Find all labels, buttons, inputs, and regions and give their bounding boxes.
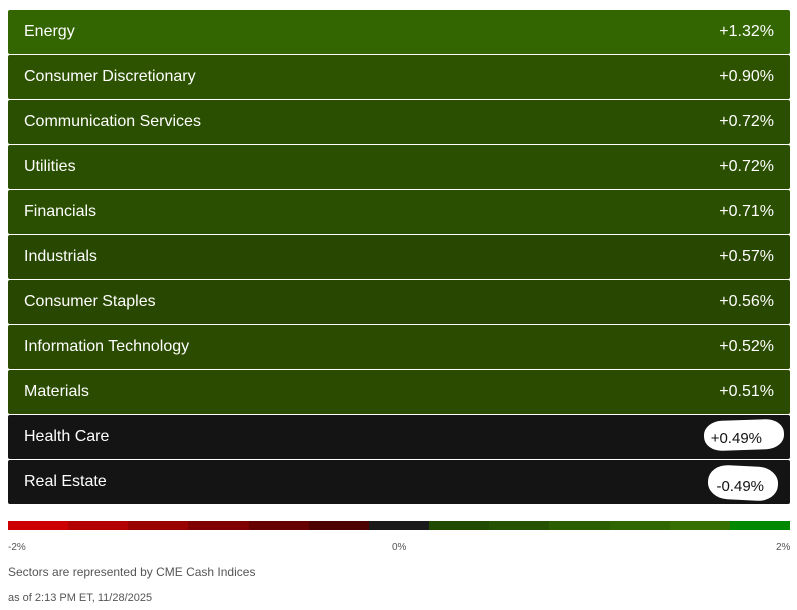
scale-segment (729, 521, 791, 530)
source-note: Sectors are represented by CME Cash Indi… (8, 565, 256, 579)
sector-name: Energy (24, 23, 75, 40)
sector-change: +0.57% (719, 248, 774, 265)
scale-segment (429, 521, 490, 530)
scale-mid-label: 0% (392, 542, 407, 553)
sector-name: Real Estate (24, 473, 107, 490)
sector-name: Information Technology (24, 338, 190, 355)
sector-name: Health Care (24, 428, 110, 445)
sector-name: Materials (24, 383, 89, 400)
timestamp: as of 2:13 PM ET, 11/28/2025 (8, 592, 153, 604)
sector-row-information-technology[interactable]: Information Technology +0.52% (8, 325, 790, 369)
sector-row-financials[interactable]: Financials +0.71% (8, 190, 790, 234)
scale-segment (609, 521, 670, 530)
scale-segment (368, 521, 430, 530)
scale-segment (8, 521, 69, 530)
sector-name: Communication Services (24, 113, 201, 130)
scale-max-label: 2% (776, 542, 791, 553)
scale-segment (549, 521, 610, 530)
sector-row-materials[interactable]: Materials +0.51% (8, 370, 790, 414)
sector-change: +0.49% (710, 430, 762, 447)
scale-segment (68, 521, 129, 530)
sector-change: +0.72% (719, 158, 774, 175)
sector-row-energy[interactable]: Energy +1.32% (8, 10, 790, 54)
sector-row-consumer-discretionary[interactable]: Consumer Discretionary +0.90% (8, 55, 790, 99)
sector-change: -0.49% (716, 478, 764, 495)
sector-row-utilities[interactable]: Utilities +0.72% (8, 145, 790, 189)
sector-name: Financials (24, 203, 97, 220)
sector-change: +0.52% (719, 338, 774, 355)
scale-segment (248, 521, 309, 530)
sector-change: +0.56% (719, 293, 774, 310)
scale-segment (128, 521, 189, 530)
scale-min-label: -2% (8, 542, 26, 553)
sector-name: Utilities (24, 158, 76, 175)
scale-segment (308, 521, 369, 530)
sector-name: Industrials (24, 248, 97, 265)
sector-row-communication-services[interactable]: Communication Services +0.72% (8, 100, 790, 144)
sector-change: +0.72% (719, 113, 774, 130)
sector-change: +0.51% (719, 383, 774, 400)
sector-name: Consumer Staples (24, 293, 156, 310)
sector-change: +1.32% (719, 23, 774, 40)
sector-name: Consumer Discretionary (24, 68, 196, 85)
sector-change: +0.90% (719, 68, 774, 85)
scale-segment (669, 521, 730, 530)
color-scale-legend (8, 521, 791, 530)
sector-performance-list: Energy +1.32% Consumer Discretionary +0.… (8, 10, 790, 505)
sector-row-industrials[interactable]: Industrials +0.57% (8, 235, 790, 279)
sector-change: +0.71% (719, 203, 774, 220)
sector-row-health-care[interactable]: Health Care +0.49% (8, 415, 790, 459)
scale-segment (489, 521, 550, 530)
scale-segment (188, 521, 249, 530)
sector-row-real-estate[interactable]: Real Estate -0.49% (8, 460, 790, 504)
sector-row-consumer-staples[interactable]: Consumer Staples +0.56% (8, 280, 790, 324)
